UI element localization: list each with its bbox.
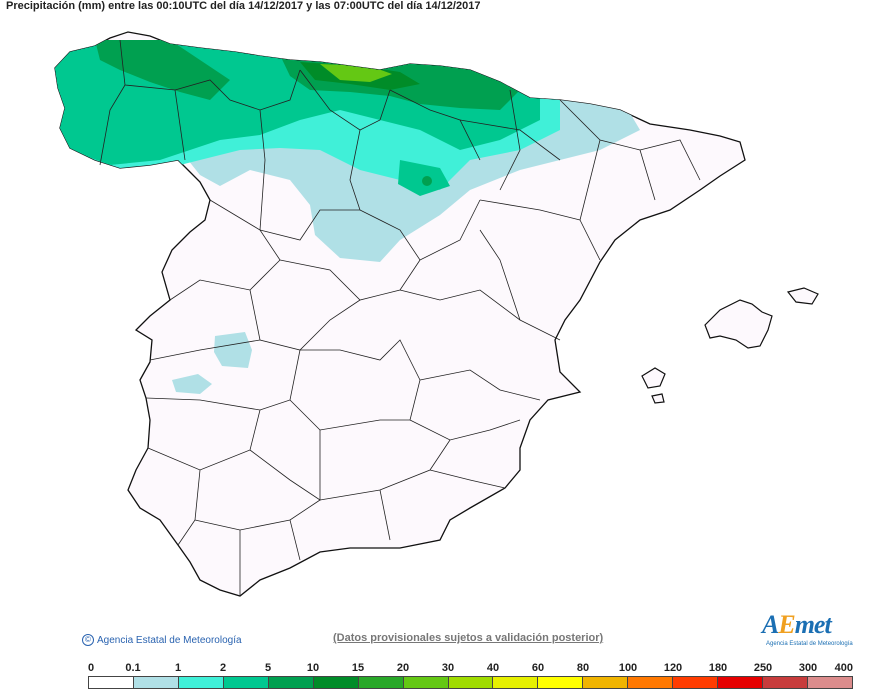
legend-color-swatch bbox=[358, 677, 404, 688]
legend-color-swatch bbox=[313, 677, 359, 688]
legend-threshold-label: 2 bbox=[219, 662, 227, 674]
credit-text: Agencia Estatal de Meteorología bbox=[97, 634, 242, 646]
province-borders bbox=[99, 39, 701, 596]
map-title: Precipitación (mm) entre las 00:10UTC de… bbox=[6, 0, 481, 12]
aemet-credit: © Agencia Estatal de Meteorología bbox=[82, 634, 242, 646]
legend-threshold-label: 80 bbox=[576, 662, 590, 674]
legend-threshold-label: 0.1 bbox=[125, 662, 141, 674]
legend-color-swatch bbox=[583, 677, 629, 688]
legend-color-swatch bbox=[178, 677, 224, 688]
legend-threshold-label: 250 bbox=[753, 662, 773, 674]
legend-color-swatch bbox=[89, 677, 134, 688]
legend-threshold-label: 400 bbox=[834, 662, 853, 674]
legend-color-swatch bbox=[538, 677, 584, 688]
copyright-icon: © bbox=[82, 634, 94, 646]
provisional-data-note: (Datos provisionales sujetos a validació… bbox=[333, 632, 604, 644]
legend-threshold-labels: 0 0.1 1 2 5 10 15 20 30 40 60 80 100 120 180 250 300 400 bbox=[88, 662, 853, 674]
legend-threshold-label: 40 bbox=[486, 662, 500, 674]
precipitation-color-scale bbox=[88, 676, 853, 689]
legend-threshold-label: 60 bbox=[531, 662, 545, 674]
legend-color-swatch bbox=[133, 677, 179, 688]
legend-color-swatch bbox=[493, 677, 539, 688]
legend-color-swatch bbox=[718, 677, 764, 688]
legend-threshold-label: 30 bbox=[441, 662, 455, 674]
precipitation-fields bbox=[55, 40, 640, 394]
legend-threshold-label: 100 bbox=[618, 662, 638, 674]
legend-threshold-label: 15 bbox=[351, 662, 365, 674]
legend-color-swatch bbox=[448, 677, 494, 688]
ibiza-island bbox=[641, 367, 666, 389]
legend-threshold-label: 5 bbox=[264, 662, 272, 674]
aemet-logo-word: AEmet bbox=[762, 610, 832, 639]
legend-color-swatch bbox=[763, 677, 808, 688]
legend-color-swatch bbox=[223, 677, 269, 688]
legend-threshold-label: 180 bbox=[708, 662, 728, 674]
aemet-logo-subtitle: Agencia Estatal de Meteorología bbox=[766, 641, 853, 647]
legend-threshold-label: 120 bbox=[663, 662, 683, 674]
formentera-island bbox=[651, 393, 665, 404]
legend-color-swatch bbox=[268, 677, 314, 688]
legend-threshold-label: 0 bbox=[88, 662, 95, 674]
menorca-island bbox=[786, 287, 819, 305]
legend-threshold-label: 300 bbox=[798, 662, 818, 674]
legend-color-swatch bbox=[808, 677, 852, 688]
legend-color-swatch bbox=[673, 677, 719, 688]
legend-threshold-label: 1 bbox=[174, 662, 182, 674]
legend-threshold-label: 20 bbox=[396, 662, 410, 674]
mallorca-island bbox=[704, 299, 773, 349]
aemet-logo: AEmet Agencia Estatal de Meteorología bbox=[760, 606, 853, 654]
legend-color-swatch bbox=[403, 677, 449, 688]
legend-threshold-label: 10 bbox=[306, 662, 320, 674]
legend-color-swatch bbox=[628, 677, 674, 688]
